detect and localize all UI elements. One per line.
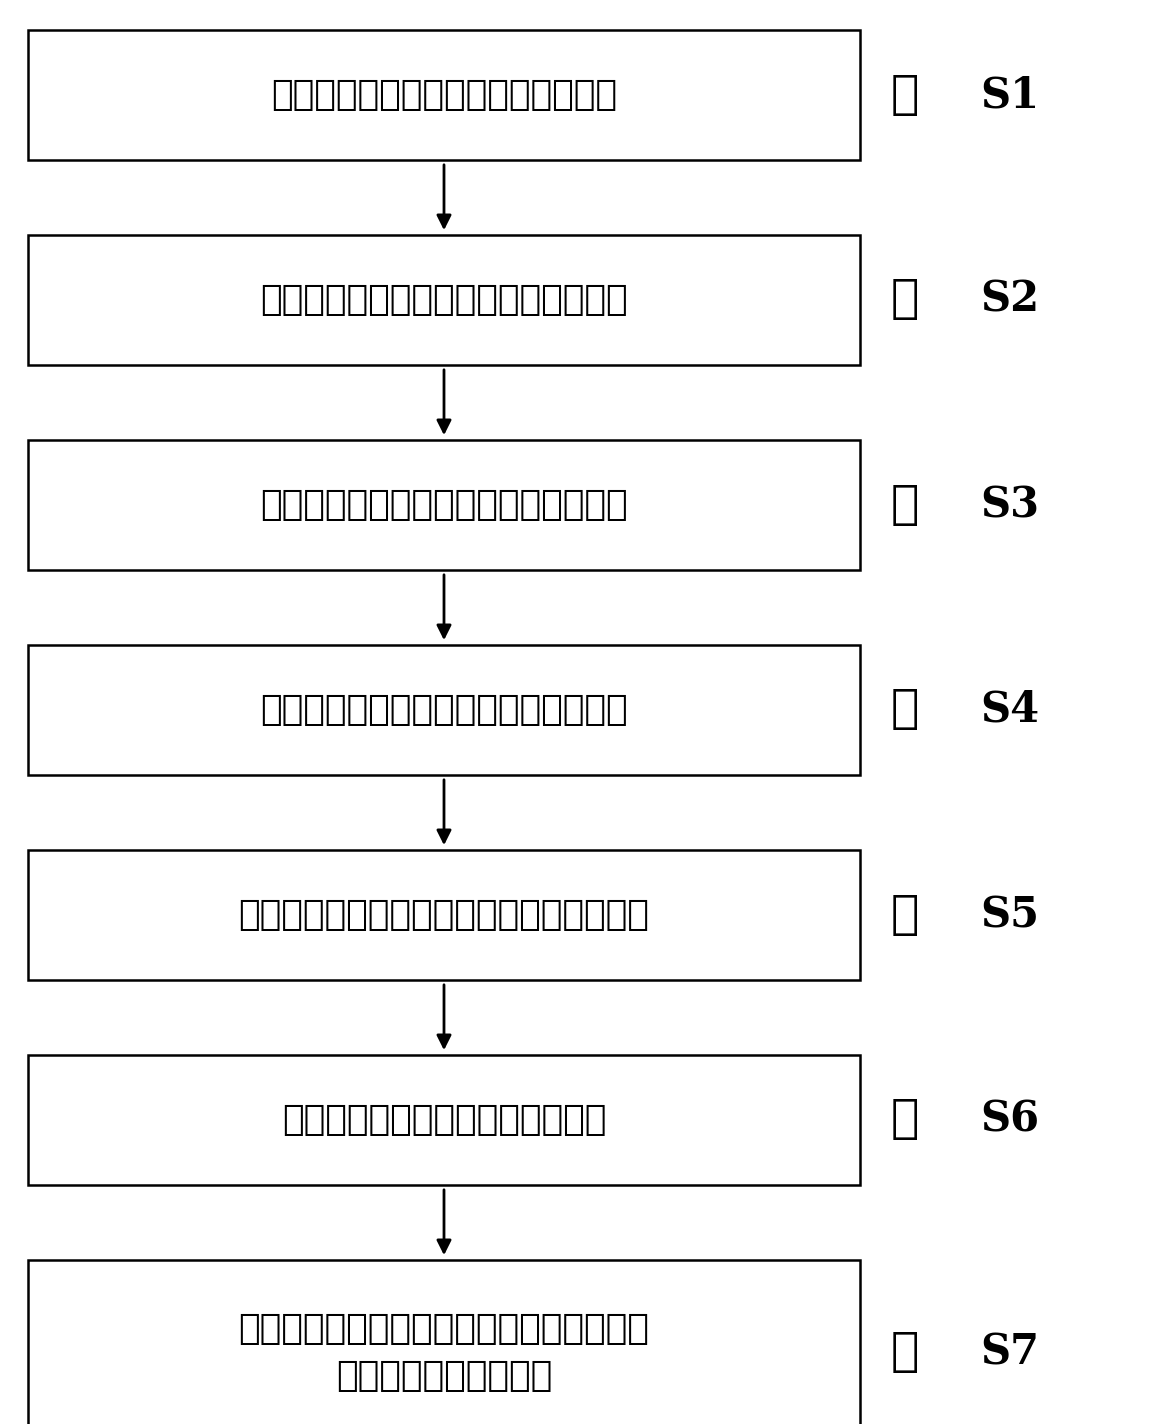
Text: 在存储区的第二掩膜层中形成凹槽，并在凹
槽内形成闪存器件结构: 在存储区的第二掩膜层中形成凹槽，并在凹 槽内形成闪存器件结构 — [239, 1312, 649, 1393]
Text: 提供衬底，衬底包括存储区和逻辑区: 提供衬底，衬底包括存储区和逻辑区 — [271, 78, 617, 112]
Text: ～: ～ — [891, 1330, 919, 1376]
Text: ～: ～ — [891, 73, 919, 118]
Text: ～: ～ — [891, 893, 919, 937]
Text: 在存储区和逻辑区沉积第二浮栅堆叠层: 在存储区和逻辑区沉积第二浮栅堆叠层 — [260, 693, 627, 728]
Bar — [28, 235, 861, 365]
Text: ～: ～ — [891, 483, 919, 527]
Bar — [28, 850, 861, 980]
Text: S6: S6 — [979, 1099, 1039, 1141]
Text: ～: ～ — [891, 1098, 919, 1142]
Text: 沉积第二掩膜层至存储区和逻辑区: 沉积第二掩膜层至存储区和逻辑区 — [282, 1104, 606, 1136]
Text: ～: ～ — [891, 278, 919, 322]
Bar — [28, 1055, 861, 1185]
Text: S2: S2 — [979, 279, 1039, 320]
Text: 在存储区和逻辑区沉积第一浮栅堆叠层: 在存储区和逻辑区沉积第一浮栅堆叠层 — [260, 283, 627, 318]
Bar — [28, 440, 861, 570]
Bar — [28, 1260, 861, 1424]
Text: S4: S4 — [979, 689, 1039, 731]
Bar — [28, 645, 861, 775]
Text: ～: ～ — [891, 688, 919, 732]
Bar — [28, 30, 861, 159]
Text: S1: S1 — [979, 74, 1039, 115]
Text: S7: S7 — [979, 1331, 1039, 1374]
Text: 同时去除存储区和逻辑区的第一掩膜层: 同时去除存储区和逻辑区的第一掩膜层 — [260, 488, 627, 523]
Text: S3: S3 — [979, 484, 1039, 525]
Text: 去除逻辑区上隧穿氧化层以上的所有沉积层: 去除逻辑区上隧穿氧化层以上的所有沉积层 — [239, 899, 649, 931]
Text: S5: S5 — [979, 894, 1039, 936]
